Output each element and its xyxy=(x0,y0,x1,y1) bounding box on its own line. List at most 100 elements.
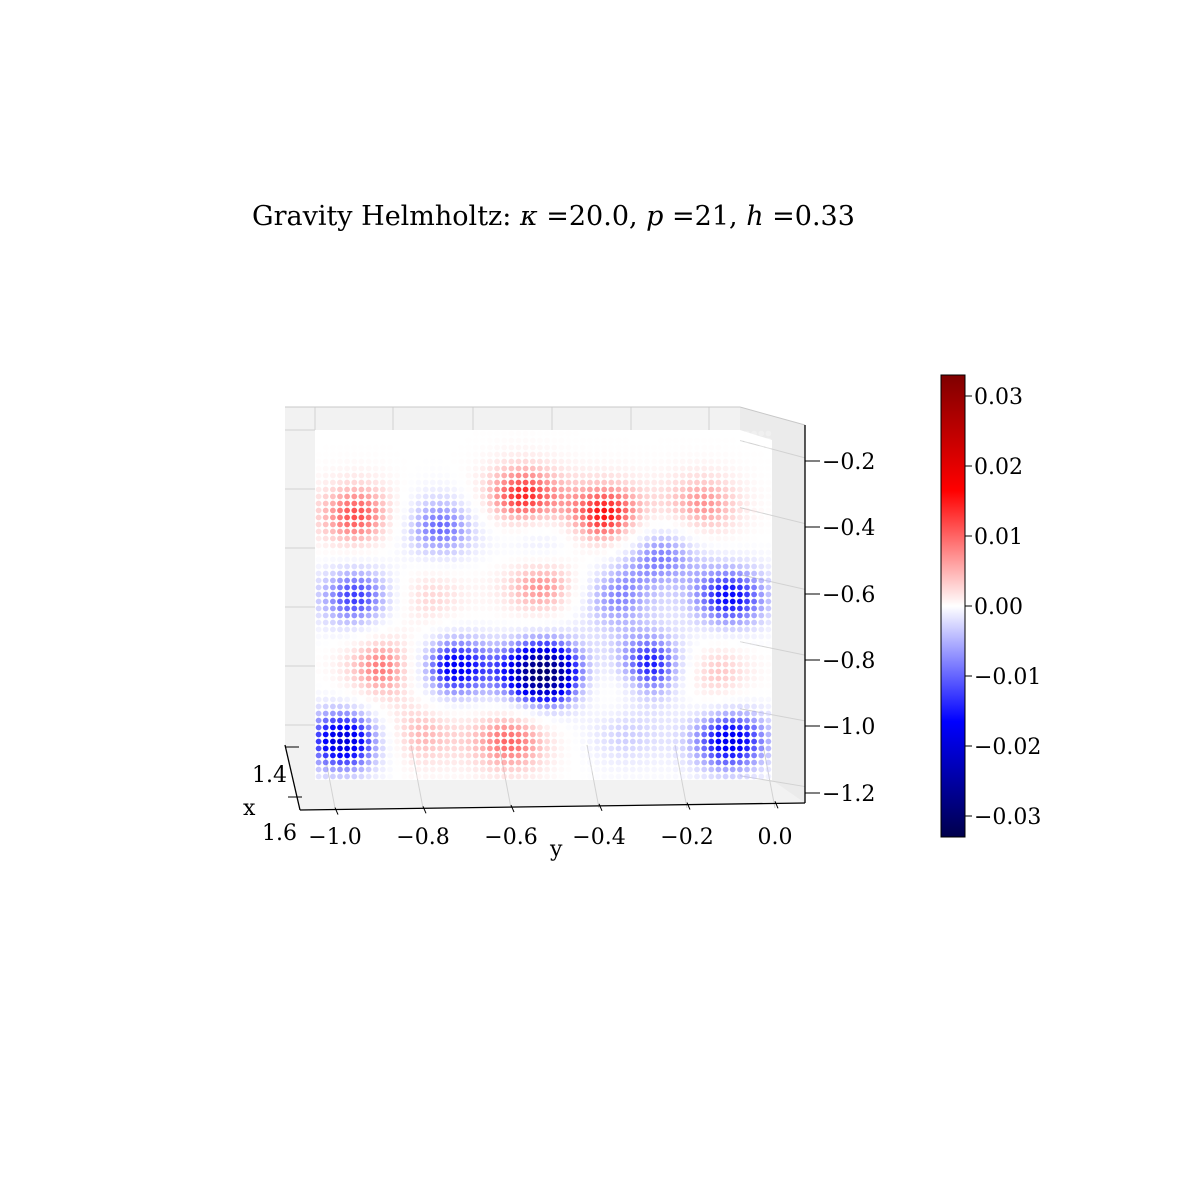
scatter-point xyxy=(687,577,693,584)
scatter-point xyxy=(601,717,608,724)
scatter-point xyxy=(715,458,722,465)
scatter-point xyxy=(544,689,550,696)
scatter-point xyxy=(694,486,700,493)
scatter-point xyxy=(615,752,622,759)
scatter-point xyxy=(644,521,650,528)
scatter-point xyxy=(358,633,365,640)
scatter-point xyxy=(615,724,622,731)
scatter-point xyxy=(365,731,372,738)
scatter-point xyxy=(672,598,679,605)
scatter-point xyxy=(365,738,372,745)
scatter-point xyxy=(494,563,500,570)
scatter-point xyxy=(451,500,458,507)
scatter-point xyxy=(722,535,729,542)
scatter-point xyxy=(479,598,486,605)
scatter-point xyxy=(715,556,722,563)
scatter-point xyxy=(458,752,465,759)
scatter-point xyxy=(565,661,572,668)
scatter-point xyxy=(737,717,743,724)
scatter-point xyxy=(608,563,615,570)
scatter-point xyxy=(615,521,622,528)
scatter-point xyxy=(679,612,686,619)
scatter-point xyxy=(594,647,600,654)
scatter-point xyxy=(544,598,550,605)
scatter-point xyxy=(701,577,708,584)
scatter-point xyxy=(451,640,458,647)
scatter-point xyxy=(372,654,379,661)
scatter-point xyxy=(429,542,436,549)
scatter-point xyxy=(479,591,486,598)
scatter-point xyxy=(694,437,700,444)
scatter-point xyxy=(729,640,736,647)
scatter-point xyxy=(472,738,479,745)
scatter-point xyxy=(458,563,465,570)
scatter-point xyxy=(465,500,472,507)
scatter-point xyxy=(565,759,572,766)
scatter-point xyxy=(651,668,658,675)
scatter-point xyxy=(751,479,757,486)
scatter-point xyxy=(729,500,736,507)
scatter-point xyxy=(758,493,765,500)
scatter-point xyxy=(472,556,479,563)
scatter-point xyxy=(465,668,472,675)
scatter-point xyxy=(365,598,372,605)
scatter-point xyxy=(722,479,729,486)
scatter-point xyxy=(537,514,543,521)
scatter-point xyxy=(651,661,658,668)
scatter-point xyxy=(679,703,686,710)
scatter-point xyxy=(601,563,608,570)
scatter-point xyxy=(551,500,558,507)
scatter-point xyxy=(658,773,665,780)
scatter-point xyxy=(365,682,372,689)
scatter-point xyxy=(501,626,508,633)
scatter-point xyxy=(344,479,350,486)
scatter-point xyxy=(722,766,729,773)
scatter-point xyxy=(444,472,450,479)
scatter-point xyxy=(622,584,629,591)
scatter-point xyxy=(487,598,493,605)
scatter-point xyxy=(458,584,465,591)
scatter-point xyxy=(365,437,372,444)
scatter-point xyxy=(637,584,643,591)
scatter-point xyxy=(472,689,479,696)
scatter-point xyxy=(687,759,693,766)
scatter-point xyxy=(644,752,650,759)
scatter-point xyxy=(558,584,565,591)
scatter-point xyxy=(672,570,679,577)
scatter-point xyxy=(458,710,465,717)
scatter-point xyxy=(758,528,765,535)
scatter-point xyxy=(637,514,643,521)
scatter-point xyxy=(544,717,550,724)
scatter-point xyxy=(472,703,479,710)
scatter-point xyxy=(615,493,622,500)
scatter-point xyxy=(429,766,436,773)
scatter-point xyxy=(737,493,743,500)
scatter-point xyxy=(608,577,615,584)
scatter-point xyxy=(372,612,379,619)
scatter-point xyxy=(672,633,679,640)
scatter-point xyxy=(344,514,350,521)
scatter-point xyxy=(622,724,629,731)
scatter-point xyxy=(387,668,393,675)
scatter-point xyxy=(715,451,722,458)
scatter-point xyxy=(494,696,500,703)
scatter-point xyxy=(565,773,572,780)
y-axis-line xyxy=(299,802,806,811)
scatter-point xyxy=(751,745,757,752)
scatter-point xyxy=(358,570,365,577)
scatter-point xyxy=(401,633,408,640)
scatter-point xyxy=(701,752,708,759)
scatter-point xyxy=(337,444,343,451)
scatter-point xyxy=(330,738,336,745)
scatter-point xyxy=(587,612,593,619)
scatter-point xyxy=(529,605,536,612)
scatter-point xyxy=(565,647,572,654)
scatter-point xyxy=(465,451,472,458)
scatter-point xyxy=(729,738,736,745)
scatter-point xyxy=(537,752,543,759)
scatter-point xyxy=(687,717,693,724)
scatter-point xyxy=(529,626,536,633)
scatter-point xyxy=(422,437,429,444)
scatter-point xyxy=(694,696,700,703)
scatter-point xyxy=(722,486,729,493)
